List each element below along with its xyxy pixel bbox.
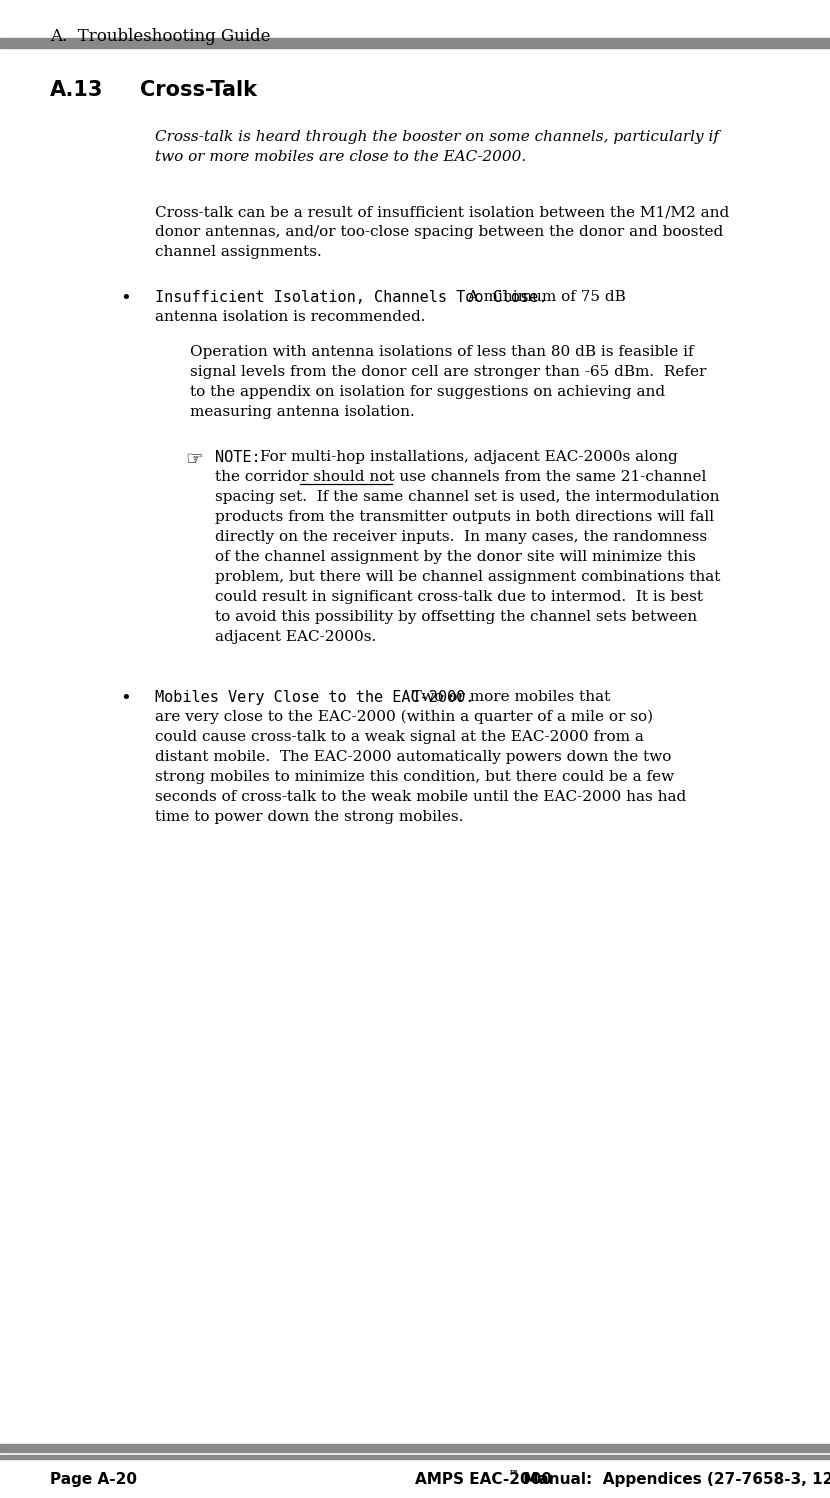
Text: For multi-hop installations, adjacent EAC-2000s along: For multi-hop installations, adjacent EA… [260, 449, 678, 464]
Text: antenna isolation is recommended.: antenna isolation is recommended. [155, 310, 426, 324]
Text: strong mobiles to minimize this condition, but there could be a few: strong mobiles to minimize this conditio… [155, 770, 674, 783]
Text: directly on the receiver inputs.  In many cases, the randomness: directly on the receiver inputs. In many… [215, 530, 707, 544]
Text: spacing set.  If the same channel set is used, the intermodulation: spacing set. If the same channel set is … [215, 490, 720, 503]
Text: channel assignments.: channel assignments. [155, 246, 322, 259]
Text: Manual:  Appendices (27-7658-3, 12/95): Manual: Appendices (27-7658-3, 12/95) [518, 1473, 830, 1488]
Text: Cross-Talk: Cross-Talk [140, 79, 257, 100]
Bar [0, 37, 830, 48]
Text: ☞: ☞ [185, 449, 203, 469]
Text: to the appendix on isolation for suggestions on achieving and: to the appendix on isolation for suggest… [190, 385, 665, 398]
Text: •: • [120, 691, 131, 709]
Text: could cause cross-talk to a weak signal at the EAC-2000 from a: could cause cross-talk to a weak signal … [155, 730, 644, 745]
Text: seconds of cross-talk to the weak mobile until the EAC-2000 has had: seconds of cross-talk to the weak mobile… [155, 789, 686, 804]
Text: AMPS EAC-2000: AMPS EAC-2000 [415, 1473, 552, 1488]
Text: NOTE:: NOTE: [215, 449, 261, 464]
Text: of the channel assignment by the donor site will minimize this: of the channel assignment by the donor s… [215, 550, 696, 565]
Text: •: • [120, 291, 131, 309]
Text: Page A-20: Page A-20 [50, 1473, 137, 1488]
Text: time to power down the strong mobiles.: time to power down the strong mobiles. [155, 810, 463, 824]
Text: could result in significant cross-talk due to intermod.  It is best: could result in significant cross-talk d… [215, 590, 703, 604]
Text: to avoid this possibility by offsetting the channel sets between: to avoid this possibility by offsetting … [215, 610, 697, 625]
Text: Insufficient Isolation, Channels Too Close.: Insufficient Isolation, Channels Too Clo… [155, 291, 547, 306]
Text: A.13: A.13 [50, 79, 104, 100]
Text: Mobiles Very Close to the EAC-2000.: Mobiles Very Close to the EAC-2000. [155, 691, 475, 706]
Text: Operation with antenna isolations of less than 80 dB is feasible if: Operation with antenna isolations of les… [190, 345, 694, 360]
Text: A.  Troubleshooting Guide: A. Troubleshooting Guide [50, 28, 271, 45]
Bar [0, 1455, 830, 1459]
Text: signal levels from the donor cell are stronger than -65 dBm.  Refer: signal levels from the donor cell are st… [190, 366, 706, 379]
Text: measuring antenna isolation.: measuring antenna isolation. [190, 404, 415, 419]
Text: adjacent EAC-2000s.: adjacent EAC-2000s. [215, 631, 376, 644]
Text: problem, but there will be channel assignment combinations that: problem, but there will be channel assig… [215, 571, 720, 584]
Text: two or more mobiles are close to the EAC-2000.: two or more mobiles are close to the EAC… [155, 150, 526, 163]
Text: Cross-talk is heard through the booster on some channels, particularly if: Cross-talk is heard through the booster … [155, 130, 719, 144]
Text: distant mobile.  The EAC-2000 automatically powers down the two: distant mobile. The EAC-2000 automatical… [155, 750, 671, 764]
Text: A minimum of 75 dB: A minimum of 75 dB [458, 291, 626, 304]
Text: are very close to the EAC-2000 (within a quarter of a mile or so): are very close to the EAC-2000 (within a… [155, 710, 653, 725]
Text: ™: ™ [509, 1468, 519, 1479]
Text: the corridor should not use channels from the same 21-channel: the corridor should not use channels fro… [215, 470, 706, 484]
Text: products from the transmitter outputs in both directions will fall: products from the transmitter outputs in… [215, 509, 714, 524]
Text: Cross-talk can be a result of insufficient isolation between the M1/M2 and: Cross-talk can be a result of insufficie… [155, 205, 730, 219]
Bar [0, 1444, 830, 1452]
Text: donor antennas, and/or too-close spacing between the donor and boosted: donor antennas, and/or too-close spacing… [155, 225, 723, 240]
Text: Two or more mobiles that: Two or more mobiles that [402, 691, 610, 704]
